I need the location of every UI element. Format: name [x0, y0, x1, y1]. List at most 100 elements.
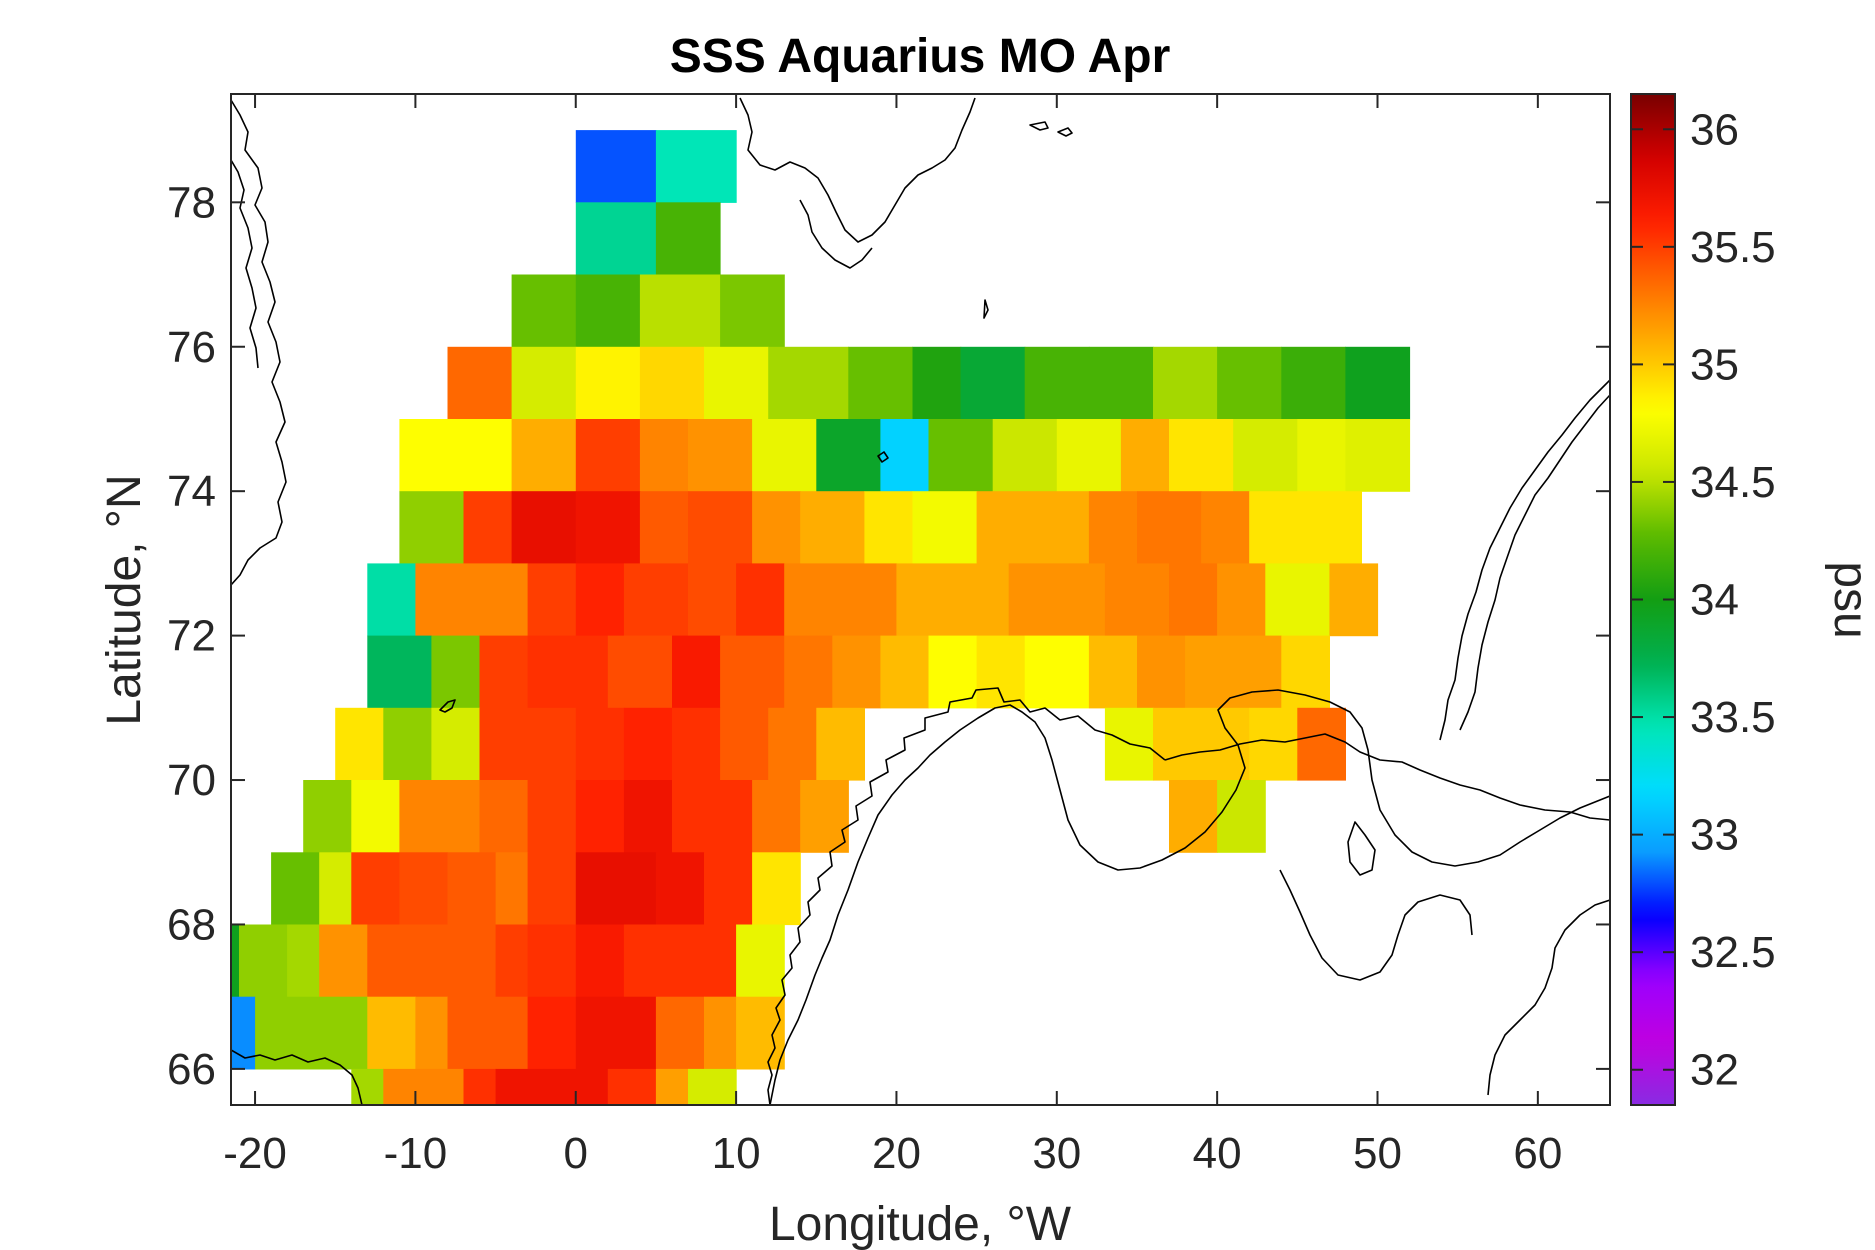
salinity-cell: [1297, 419, 1346, 492]
island-small: [983, 299, 989, 319]
plot-frame: [230, 93, 1611, 1106]
salinity-cell: [672, 780, 753, 853]
salinity-cell: [704, 852, 753, 926]
salinity-cell: [688, 491, 753, 564]
coastlines: [231, 97, 1610, 1105]
salinity-cell: [431, 635, 481, 709]
salinity-cell: [912, 491, 978, 564]
salinity-cell: [880, 635, 930, 709]
salinity-cell: [704, 346, 769, 420]
salinity-cell: [319, 924, 368, 998]
salinity-cells: [231, 130, 1411, 1105]
salinity-cell: [575, 130, 657, 203]
salinity-cell: [655, 852, 705, 926]
salinity-cell: [832, 635, 881, 709]
salinity-cell: [1088, 635, 1138, 709]
salinity-cell: [1056, 419, 1122, 492]
salinity-cell: [688, 1068, 737, 1105]
salinity-cell: [1137, 635, 1186, 709]
salinity-cell: [463, 491, 513, 564]
salinity-cell: [1024, 635, 1090, 709]
salinity-cell: [231, 996, 256, 1070]
y-tick-label: 76: [167, 323, 216, 372]
salinity-cell: [655, 1068, 689, 1105]
salinity-cell: [239, 924, 288, 998]
salinity-cell: [575, 274, 641, 348]
salinity-cell: [1201, 491, 1250, 564]
salinity-cell: [511, 419, 577, 492]
coastline-novaya-zemlya-east: [1439, 379, 1610, 741]
salinity-cell: [639, 491, 689, 564]
salinity-cell: [447, 996, 529, 1070]
salinity-cell: [575, 491, 641, 564]
salinity-cell: [672, 635, 721, 709]
salinity-cell: [511, 491, 577, 564]
salinity-cell: [575, 346, 641, 420]
salinity-cell: [287, 924, 320, 998]
x-tick-label: 50: [1353, 1129, 1402, 1178]
salinity-cell: [816, 707, 865, 781]
colorbar-label: psu: [1824, 561, 1875, 638]
x-tick-label: -10: [384, 1129, 448, 1178]
salinity-cell: [928, 635, 978, 709]
salinity-cell: [784, 563, 897, 637]
salinity-cell: [1233, 419, 1298, 492]
salinity-cell: [463, 1068, 497, 1105]
salinity-cell: [447, 852, 497, 926]
salinity-cell: [928, 419, 994, 492]
salinity-cell: [527, 996, 577, 1070]
salinity-cell: [1265, 563, 1330, 637]
salinity-cell: [367, 563, 416, 637]
salinity-cell: [639, 419, 689, 492]
salinity-cell: [271, 852, 320, 926]
y-axis: 66 68 70 72 74 76 78: [167, 178, 1610, 1094]
salinity-cell: [383, 1068, 465, 1105]
salinity-cell: [367, 924, 497, 998]
colorbar-tick-label: 34.5: [1690, 458, 1776, 507]
salinity-cell: [752, 852, 801, 926]
salinity-cell: [1281, 346, 1346, 420]
salinity-cell: [351, 852, 400, 926]
salinity-cell: [255, 996, 368, 1070]
salinity-cell: [527, 780, 577, 853]
x-tick-label: -20: [223, 1129, 287, 1178]
salinity-cell: [383, 707, 432, 781]
colorbar-tick-label: 35: [1690, 340, 1739, 389]
salinity-cell: [1024, 346, 1090, 420]
coastline-greenland: [231, 99, 287, 586]
y-tick-label: 72: [167, 612, 216, 661]
x-tick-label: 60: [1513, 1129, 1562, 1178]
salinity-cell: [495, 1068, 545, 1105]
coastline-svalbard: [739, 97, 976, 243]
salinity-cell: [575, 563, 625, 637]
y-axis-label: Latitude, °N: [98, 474, 151, 725]
lake-onega: [1347, 821, 1376, 876]
salinity-cell: [399, 780, 481, 853]
salinity-cell: [1345, 346, 1411, 420]
coastline-iceland: [231, 1049, 363, 1105]
salinity-cell: [575, 924, 625, 998]
salinity-cell: [447, 346, 513, 420]
salinity-cell: [399, 491, 465, 564]
salinity-cell: [575, 707, 625, 781]
salinity-cell: [1088, 491, 1138, 564]
salinity-cell: [527, 924, 577, 998]
salinity-cell: [720, 274, 785, 348]
salinity-cell: [399, 852, 449, 926]
colorbar-tick-label: 32.5: [1690, 928, 1776, 977]
salinity-cell: [768, 346, 849, 420]
salinity-cell: [607, 1068, 657, 1105]
coastline-svalbard-south: [799, 199, 873, 269]
salinity-cell: [912, 346, 962, 420]
salinity-cell: [575, 780, 625, 853]
salinity-cell: [575, 419, 641, 492]
coastline-greenland-inner: [231, 159, 259, 369]
salinity-cell: [1120, 419, 1170, 492]
salinity-cell: [575, 852, 657, 926]
x-tick-label: 0: [564, 1129, 588, 1178]
salinity-cell: [399, 419, 513, 492]
salinity-cell: [976, 635, 1026, 709]
salinity-cell: [367, 996, 416, 1070]
salinity-cell: [720, 707, 769, 781]
